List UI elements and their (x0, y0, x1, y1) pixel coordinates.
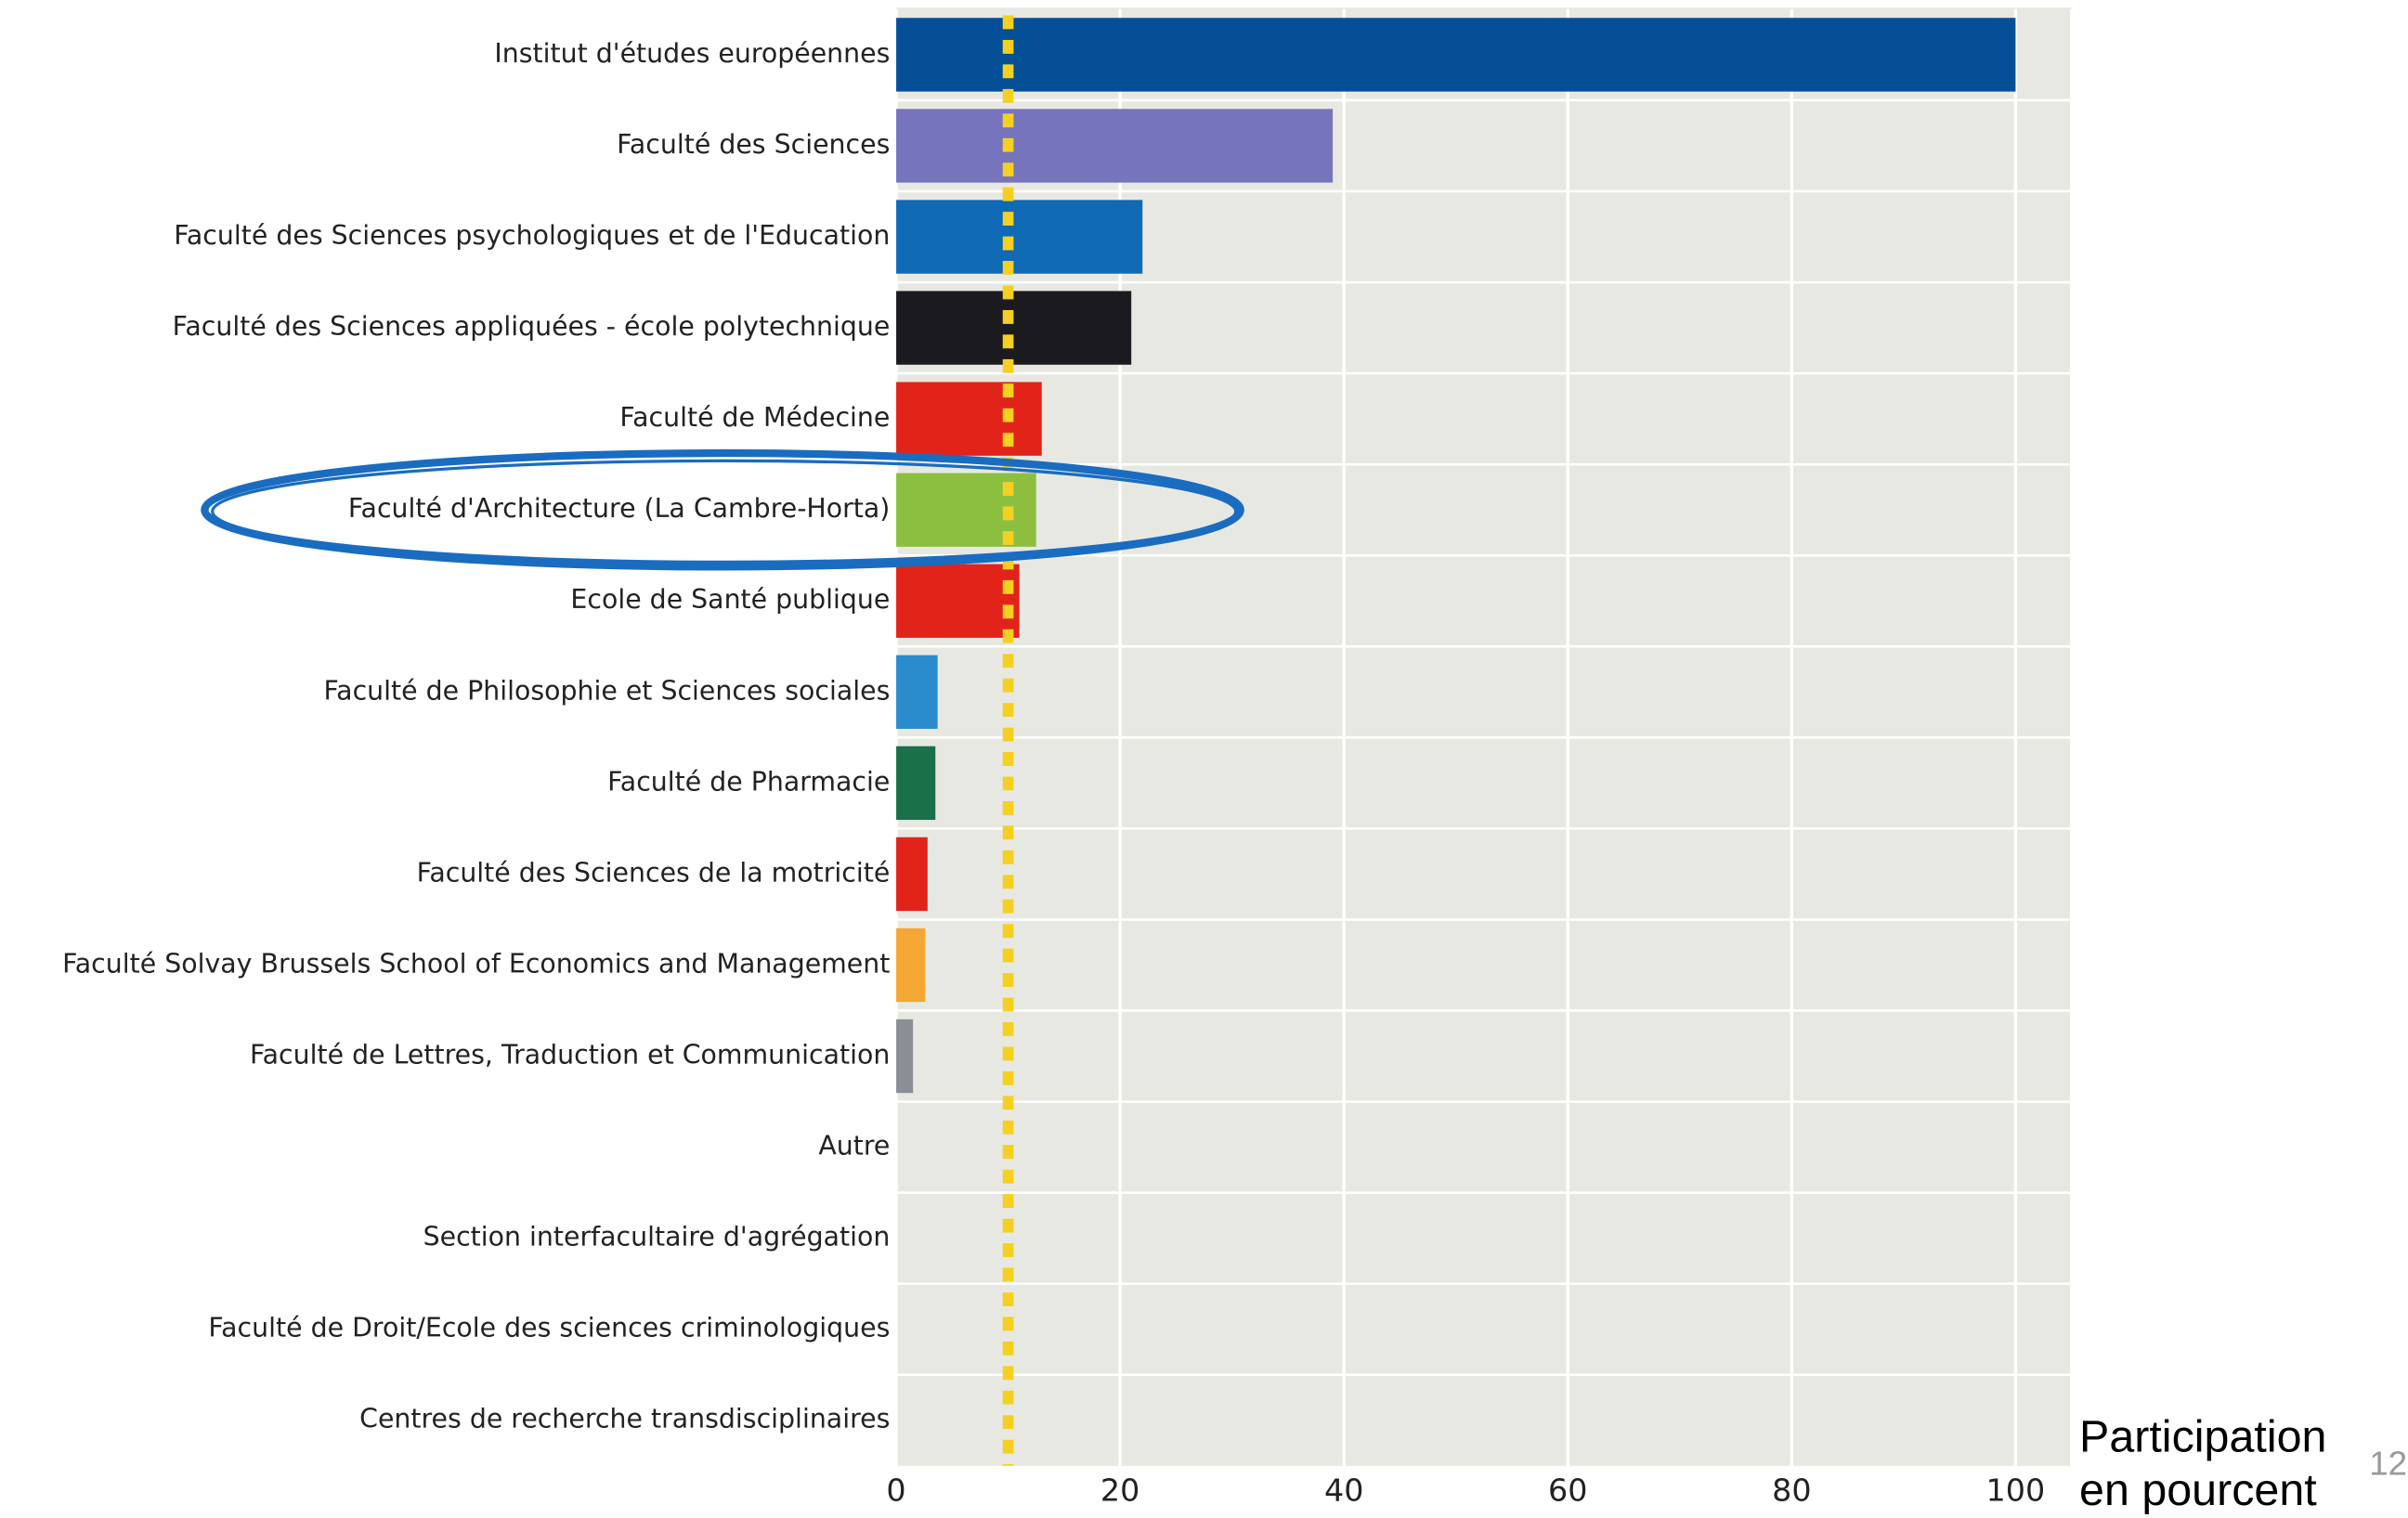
bar (896, 655, 938, 730)
x-axis-label: en pourcent (2079, 1465, 2317, 1515)
y-tick-label: Faculté des Sciences de la motricité (417, 858, 891, 889)
y-tick-label: Ecole de Santé publique (570, 584, 890, 615)
y-tick-label: Faculté des Sciences appliquées - école … (173, 311, 891, 342)
bar (896, 746, 936, 821)
bar (896, 473, 1036, 547)
bar (896, 837, 928, 912)
x-tick-label: 0 (886, 1473, 905, 1509)
highlight-ellipse (201, 448, 1244, 571)
bar (896, 564, 1020, 638)
x-tick-label: 60 (1548, 1473, 1587, 1509)
x-tick-label: 100 (1986, 1473, 2046, 1509)
x-tick-label: 20 (1100, 1473, 1139, 1509)
x-tick-label: 80 (1772, 1473, 1811, 1509)
y-tick-label: Faculté de Philosophie et Sciences socia… (323, 675, 890, 706)
y-tick-label: Faculté de Droit/Ecole des sciences crim… (208, 1313, 890, 1343)
x-tick-label: 40 (1324, 1473, 1363, 1509)
bar (896, 1018, 914, 1094)
y-tick-label: Faculté de Lettres, Traduction et Commun… (250, 1040, 890, 1070)
bar (896, 928, 926, 1003)
y-tick-label: Faculté des Sciences (617, 129, 890, 160)
y-tick-label: Faculté de Médecine (619, 402, 890, 433)
bar (896, 200, 1143, 274)
bar (896, 109, 1334, 183)
highlight-ellipse (211, 459, 1238, 564)
y-tick-label: Autre (818, 1131, 890, 1161)
y-tick-label: Institut d'études européennes (494, 38, 890, 69)
y-tick-label: Faculté des Sciences psychologiques et d… (174, 220, 890, 251)
y-tick-label: Faculté d'Architecture (La Cambre-Horta) (348, 493, 891, 524)
y-tick-label: Faculté de Pharmacie (607, 766, 890, 797)
y-tick-label: Centres de recherche transdisciplinaires (359, 1404, 890, 1434)
bar (896, 291, 1132, 365)
x-axis-label: Participation (2079, 1412, 2326, 1462)
bar (896, 382, 1042, 456)
y-tick-label: Section interfacultaire d'agrégation (423, 1222, 891, 1252)
bar (896, 18, 2016, 92)
y-tick-label: Faculté Solvay Brussels School of Econom… (62, 949, 890, 980)
page-number: 12 (2369, 1445, 2407, 1483)
